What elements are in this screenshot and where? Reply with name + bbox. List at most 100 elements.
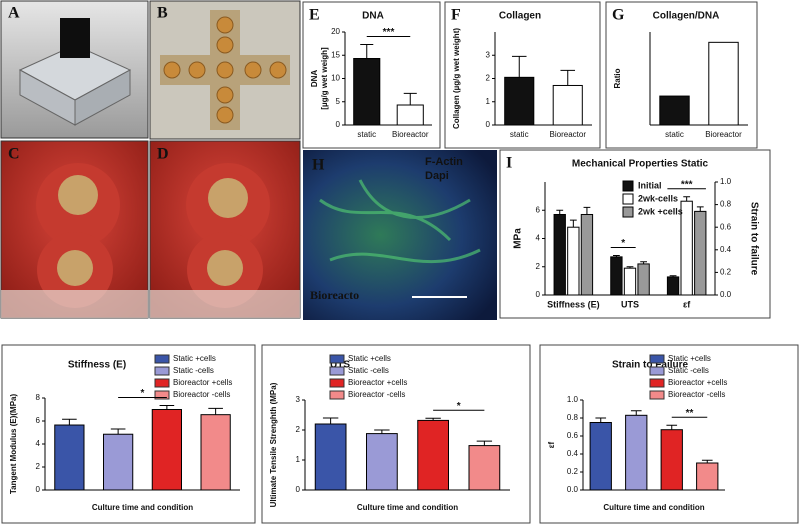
legend-label: Static -cells	[668, 366, 709, 375]
error-bar	[666, 424, 678, 430]
bar	[553, 213, 566, 296]
x-axis-label: Culture time and condition	[357, 503, 458, 512]
y-axis-label: Tangent Modulus (E)(MPa)	[9, 394, 18, 495]
legend-swatch	[649, 390, 665, 400]
legend-swatch	[329, 354, 345, 364]
legend-label: Bioreactor -cells	[348, 390, 405, 399]
error-bar	[583, 206, 591, 215]
panel-label: E	[309, 7, 320, 24]
legend-swatch	[622, 180, 634, 192]
photo-c: C	[0, 140, 149, 319]
error-bar	[208, 407, 223, 415]
bar	[625, 414, 648, 491]
x-tick-label: Bioreactor	[705, 130, 742, 139]
chart-title: Mechanical Properties Static	[572, 159, 709, 170]
panel-label: H	[312, 157, 325, 174]
y-tick-label: 0.6	[567, 431, 579, 440]
legend-swatch	[649, 354, 665, 364]
error-bar	[556, 209, 564, 215]
bar	[660, 429, 683, 491]
y-tick-label: 0.0	[720, 290, 732, 299]
legend-swatch	[154, 354, 170, 364]
legend-label: Static +cells	[668, 354, 711, 363]
x-tick-label: static	[665, 130, 684, 139]
error-bar	[569, 219, 577, 228]
y-tick-label: 1.0	[720, 177, 732, 186]
legend-label: Static +cells	[173, 354, 216, 363]
bar	[694, 210, 707, 296]
panel-label: A	[8, 5, 20, 22]
y-tick-label: 1	[486, 97, 491, 106]
legend-swatch	[154, 366, 170, 376]
legend-label: Static -cells	[348, 366, 389, 375]
legend-swatch	[649, 366, 665, 376]
y-tick-label: 0.4	[567, 449, 579, 458]
y2-axis-label: Strain to failure	[748, 202, 759, 276]
error-bar	[683, 196, 691, 202]
y-tick-label: 8	[36, 393, 41, 402]
error-bar	[360, 44, 374, 59]
bar	[567, 226, 580, 296]
panel-frame	[444, 1, 601, 149]
panel-frame	[1, 344, 256, 524]
error-bar	[696, 206, 704, 212]
condition-label: Bioreacto	[310, 288, 359, 302]
panel-label: C	[8, 146, 20, 163]
bar	[200, 414, 231, 491]
legend-label: 2wk-cells	[638, 193, 678, 203]
y-tick-label: 6	[536, 205, 541, 214]
x-tick-label: εf	[683, 299, 691, 309]
bar	[151, 409, 182, 491]
error-bar	[110, 428, 126, 435]
error-bar	[595, 417, 607, 423]
bar	[353, 58, 381, 126]
legend-swatch	[649, 378, 665, 388]
bar	[637, 263, 650, 296]
y-tick-label: 0.2	[567, 467, 579, 476]
x-tick-label: static	[357, 130, 376, 139]
legend-label: 2wk +cells	[638, 206, 683, 216]
legend-label: Static +cells	[348, 354, 391, 363]
panel-frame	[302, 1, 441, 149]
panel-label: F	[451, 7, 461, 24]
bar	[417, 419, 449, 491]
y-tick-label: 0.2	[720, 268, 732, 277]
legend-swatch	[329, 390, 345, 400]
legend-swatch	[329, 378, 345, 388]
y-tick-label: 4	[36, 439, 41, 448]
error-bar	[630, 410, 642, 416]
error-bar	[62, 418, 77, 426]
panel-label: B	[157, 5, 168, 22]
y-tick-label: 20	[331, 27, 340, 36]
bar	[468, 445, 501, 491]
bar	[504, 76, 535, 126]
y-axis-label: MPa	[513, 228, 524, 249]
y-axis-label: Ratio	[613, 68, 622, 88]
panel-frame	[539, 344, 799, 524]
bar	[708, 41, 739, 126]
error-bar	[476, 440, 493, 446]
error-bar	[626, 266, 634, 269]
y-tick-label: 0	[296, 485, 301, 494]
y-tick-label: 0	[336, 120, 341, 129]
bar	[580, 213, 594, 296]
legend-swatch	[329, 366, 345, 376]
stain-label: F-Actin	[425, 156, 463, 168]
significance-label: *	[141, 388, 145, 399]
panel-frame	[499, 149, 771, 319]
photo-a: A	[0, 0, 149, 139]
x-tick-label: Stiffness (E)	[547, 299, 600, 309]
legend-swatch	[154, 390, 170, 400]
x-tick-label: static	[510, 130, 529, 139]
bar	[54, 424, 85, 491]
chart-title: Strain to Failure	[612, 360, 689, 371]
y-tick-label: 6	[36, 416, 41, 425]
y-tick-label: 0.8	[720, 200, 732, 209]
significance-label: ***	[383, 27, 395, 38]
chart-title: UTS	[330, 360, 350, 371]
bar	[366, 433, 398, 491]
chart-title: Collagen	[499, 11, 541, 22]
significance-label: *	[457, 401, 461, 412]
legend-label: Bioreactor +cells	[348, 378, 407, 387]
